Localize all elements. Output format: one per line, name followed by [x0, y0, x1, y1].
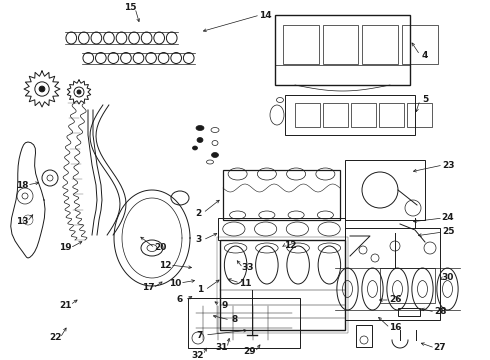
- Bar: [220, 240, 345, 330]
- Text: 24: 24: [441, 213, 454, 222]
- Bar: [275, 15, 410, 85]
- Bar: [323, 25, 358, 63]
- Circle shape: [77, 90, 81, 94]
- Text: 26: 26: [389, 296, 401, 305]
- Bar: [223, 170, 340, 220]
- Bar: [217, 237, 348, 333]
- Text: 13: 13: [16, 217, 28, 226]
- Bar: [402, 25, 438, 63]
- Text: 4: 4: [422, 50, 428, 59]
- Bar: [380, 268, 435, 303]
- Bar: [407, 103, 432, 127]
- Text: 22: 22: [49, 333, 61, 342]
- Bar: [345, 228, 440, 320]
- Text: 28: 28: [434, 307, 446, 316]
- Text: 29: 29: [244, 347, 256, 356]
- Text: 33: 33: [242, 264, 254, 273]
- Text: 14: 14: [259, 10, 271, 19]
- Text: 16: 16: [389, 324, 401, 333]
- Text: 8: 8: [232, 315, 238, 324]
- Bar: [379, 103, 404, 127]
- Bar: [362, 25, 398, 63]
- Text: 20: 20: [154, 243, 166, 252]
- Text: 19: 19: [59, 243, 72, 252]
- Circle shape: [39, 86, 45, 92]
- Text: 9: 9: [222, 301, 228, 310]
- Bar: [295, 103, 320, 127]
- Ellipse shape: [212, 153, 219, 158]
- Text: 3: 3: [195, 235, 201, 244]
- Text: 1: 1: [197, 285, 203, 294]
- Text: 11: 11: [239, 279, 251, 288]
- Text: 17: 17: [142, 284, 154, 292]
- Text: 27: 27: [434, 343, 446, 352]
- Bar: [323, 103, 348, 127]
- Text: 10: 10: [169, 279, 181, 288]
- Bar: [188, 298, 300, 348]
- Bar: [345, 160, 425, 220]
- Text: 18: 18: [16, 180, 28, 189]
- Bar: [351, 103, 376, 127]
- Text: 12: 12: [159, 261, 171, 270]
- Bar: [398, 308, 420, 316]
- Ellipse shape: [197, 138, 203, 143]
- Text: 2: 2: [195, 208, 201, 217]
- Text: 12: 12: [284, 240, 296, 249]
- Text: 21: 21: [59, 301, 71, 310]
- Bar: [218, 218, 345, 240]
- Text: 30: 30: [442, 274, 454, 283]
- Text: 15: 15: [124, 4, 136, 13]
- Text: 7: 7: [197, 330, 203, 339]
- Text: 5: 5: [422, 95, 428, 104]
- Bar: [356, 325, 372, 347]
- Bar: [283, 25, 318, 63]
- Ellipse shape: [196, 126, 204, 130]
- Text: 25: 25: [442, 228, 454, 237]
- Text: 23: 23: [442, 161, 454, 170]
- Text: 31: 31: [216, 343, 228, 352]
- Text: 32: 32: [192, 351, 204, 360]
- Bar: [285, 95, 415, 135]
- Text: 6: 6: [177, 296, 183, 305]
- Ellipse shape: [193, 146, 197, 150]
